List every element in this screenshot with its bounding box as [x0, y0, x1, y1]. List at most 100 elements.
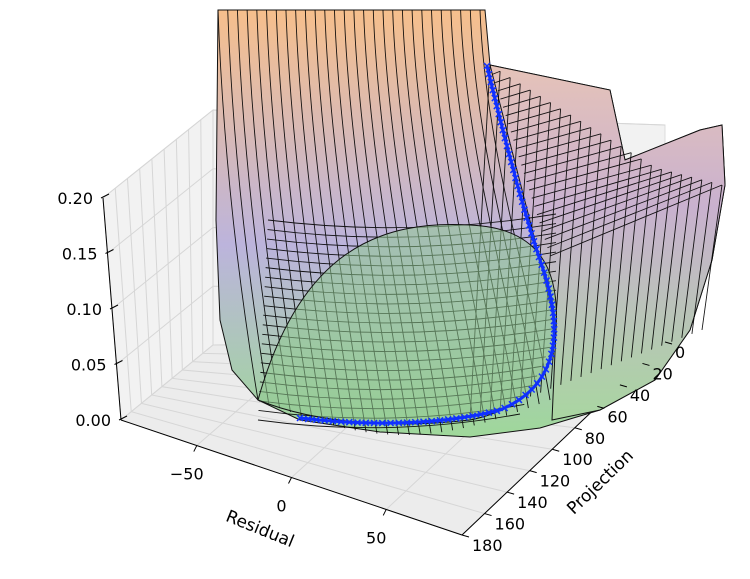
y-tick-label: 160 [495, 515, 526, 534]
ridge-marker [505, 150, 513, 158]
x-axis-ticks: −50 0 50 [170, 445, 387, 547]
ridge-marker [549, 342, 557, 350]
y-tick-label: 100 [562, 450, 593, 469]
mesh-line [544, 179, 702, 240]
ridge-marker [497, 118, 505, 126]
y-tick [574, 427, 582, 431]
z-tick-label: 0.05 [71, 356, 107, 375]
y-tick [597, 405, 605, 409]
ridge-marker [329, 417, 337, 425]
y-tick-label: 180 [472, 536, 503, 555]
z-tick-label: 0.15 [62, 245, 98, 264]
ridge-marker [545, 284, 553, 293]
ridge-marker [477, 410, 485, 418]
y-tick-label: 20 [652, 364, 672, 383]
ridge-marker [483, 62, 491, 70]
surface-right-wing [489, 64, 726, 421]
mesh-line [534, 168, 662, 207]
mesh-line [701, 184, 723, 331]
ridge-marker [469, 412, 477, 420]
mesh-line [651, 171, 673, 350]
mesh-line [620, 158, 642, 362]
ridge-marker [530, 237, 538, 245]
y-tick [664, 341, 673, 345]
y-tick-label: 40 [630, 386, 650, 405]
ridge-marker [354, 419, 362, 427]
mesh-line [518, 133, 602, 158]
ridge-marker [540, 269, 548, 277]
z-tick [109, 304, 119, 310]
ridge-marker [362, 419, 370, 427]
mesh-line [521, 139, 612, 166]
ridge-marker [516, 190, 524, 198]
mesh-line [526, 152, 632, 183]
mesh-line [570, 127, 592, 381]
mesh-line [630, 165, 652, 358]
y-tick [529, 470, 537, 474]
y-tick-label: 120 [540, 472, 571, 491]
x-tick-label: −50 [170, 465, 204, 484]
ridge-marker [411, 418, 419, 426]
ridge-line [296, 62, 558, 427]
mesh-line [681, 179, 703, 338]
z-tick [118, 415, 128, 421]
ridge-marker [538, 261, 546, 269]
ridge-marker [304, 415, 312, 423]
ridge-marker [545, 358, 553, 366]
mesh-line [539, 174, 682, 224]
mesh-line [257, 413, 521, 429]
x-tick-label: 50 [366, 528, 386, 547]
ridge-marker [387, 419, 395, 427]
ridge-marker [511, 174, 520, 182]
ridge-marker [532, 245, 540, 253]
mesh-line [547, 181, 713, 249]
ridge-marker [535, 253, 543, 261]
ridge-marker [444, 415, 452, 423]
z-tick-label: 0.00 [75, 411, 111, 430]
ridge-marker [550, 334, 558, 342]
z-tick [114, 360, 123, 365]
ridge-marker [550, 325, 558, 333]
mesh-line [691, 182, 713, 334]
ridge-marker [337, 418, 345, 426]
ridge-marker [485, 70, 493, 78]
ridge-marker [522, 391, 530, 399]
ridge-marker [312, 416, 320, 424]
y-tick [506, 491, 515, 495]
ridge-marker [542, 365, 550, 373]
mesh-line [515, 127, 591, 150]
mesh-line [492, 70, 501, 75]
mesh-line [600, 146, 622, 370]
ridge-marker [489, 86, 497, 94]
ridge-marker [514, 182, 522, 190]
ridge-marker [345, 418, 353, 426]
ridge-marker [495, 110, 503, 118]
ridge-marker [403, 419, 411, 427]
ridge-marker [491, 94, 499, 102]
ridge-marker [548, 301, 556, 309]
ridge-marker [525, 221, 533, 230]
ridge-marker [493, 102, 501, 110]
mesh-line [531, 164, 652, 199]
y-gridline [126, 178, 508, 493]
mesh-line [495, 77, 511, 83]
mesh-line [497, 83, 521, 92]
ridge-marker [501, 134, 509, 142]
ridge-marker [321, 416, 329, 425]
mesh-line [508, 108, 561, 125]
mesh-line [513, 120, 581, 141]
mesh-line [505, 102, 551, 116]
ridge-marker [436, 416, 444, 424]
z-tick [100, 193, 110, 199]
ridge-marker [428, 417, 436, 425]
mesh-line [671, 177, 693, 342]
y-tick-label: 60 [607, 407, 627, 426]
mesh-line [500, 89, 531, 100]
y-tick [619, 384, 628, 388]
y-tick [642, 362, 650, 366]
mesh-line [510, 114, 571, 133]
mesh-line [217, 9, 259, 401]
y-tick-label: 140 [517, 493, 548, 512]
mesh-line [590, 140, 612, 374]
mesh-line [610, 152, 632, 366]
